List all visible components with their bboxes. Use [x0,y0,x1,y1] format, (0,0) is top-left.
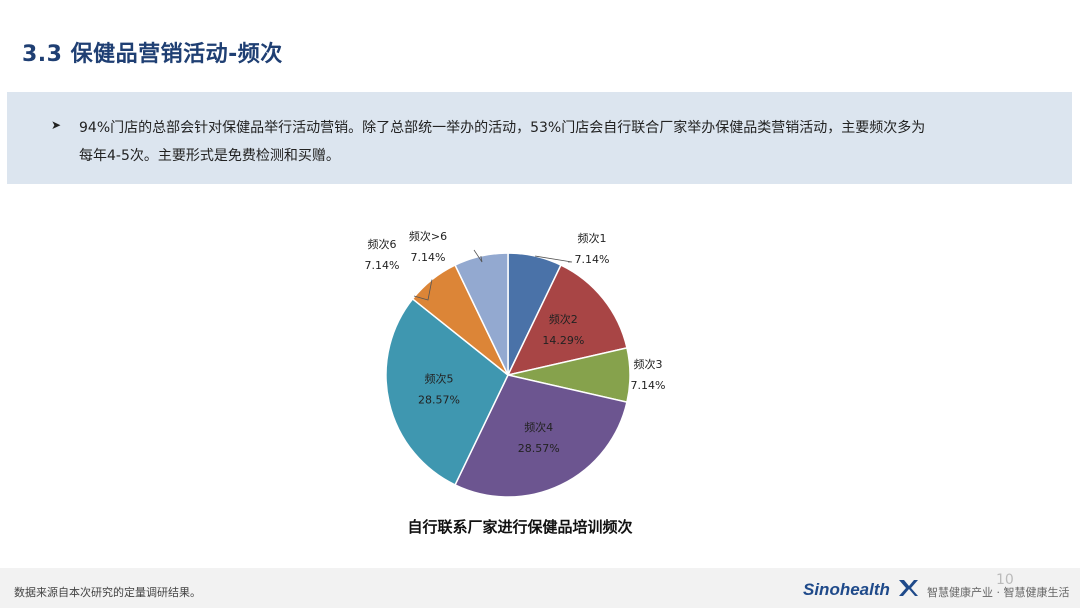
pie-slice-label: 频次1 [578,231,607,245]
page-title: 3.3 保健品营销活动-频次 [22,42,283,67]
pie-slice-label: 频次5 [425,372,454,386]
footer: 数据来源自本次研究的定量调研结果。 10 Sinohealth 智慧健康产业 ·… [0,568,1080,608]
pie-leader-line [473,249,483,263]
pie-slice [506,264,628,377]
sinohealth-x-logo-icon [899,580,918,596]
pie-slice-value-label: 28.57% [418,394,460,407]
pie-slice-value-label: 14.29% [542,334,584,347]
pie-slice-value-label: 7.14% [631,379,666,392]
pie-slice-value-label: 7.14% [575,253,610,266]
pie-slice-label: 频次4 [524,420,553,434]
pie-slice [385,297,509,486]
brand-slogan: 智慧健康产业 · 智慧健康生活 [927,586,1070,599]
pie-chart: 频次1 7.14% 频次2 14.29% 频次3 7.14% 频次4 28.57% 频次5 28.… [340,210,740,510]
arrowhead-bullet-icon: ➤ [51,118,62,132]
page-number: 10 [996,572,1014,588]
pie-leader-line [413,279,433,301]
brand-logo: Sinohealth [803,580,890,599]
summary-box: ➤ 94%门店的总部会针对保健品举行活动营销。除了总部统一举办的活动，53%门店… [7,92,1072,184]
chart-title: 自行联系厂家进行保健品培训频次 [407,518,633,536]
summary-text: 94%门店的总部会针对保健品举行活动营销。除了总部统一举办的活动，53%门店会自… [79,120,926,164]
pie-slice-label: 频次3 [634,357,663,371]
pie-slice-label: 频次6 [368,237,397,251]
pie-slice-label: 频次2 [549,312,578,326]
pie-chart-svg: 频次1 7.14% 频次2 14.29% 频次3 7.14% 频次4 28.57% 频次5 28.… [365,229,666,498]
footer-source-note: 数据来源自本次研究的定量调研结果。 [14,586,201,599]
pie-leader-line [535,255,573,263]
pie-slice-value-label: 7.14% [411,251,446,264]
pie-slice-value-label: 28.57% [518,442,560,455]
pie-slice-value-label: 7.14% [365,259,400,272]
pie-slice [454,374,628,498]
pie-slice-label: 频次>6 [409,229,447,243]
